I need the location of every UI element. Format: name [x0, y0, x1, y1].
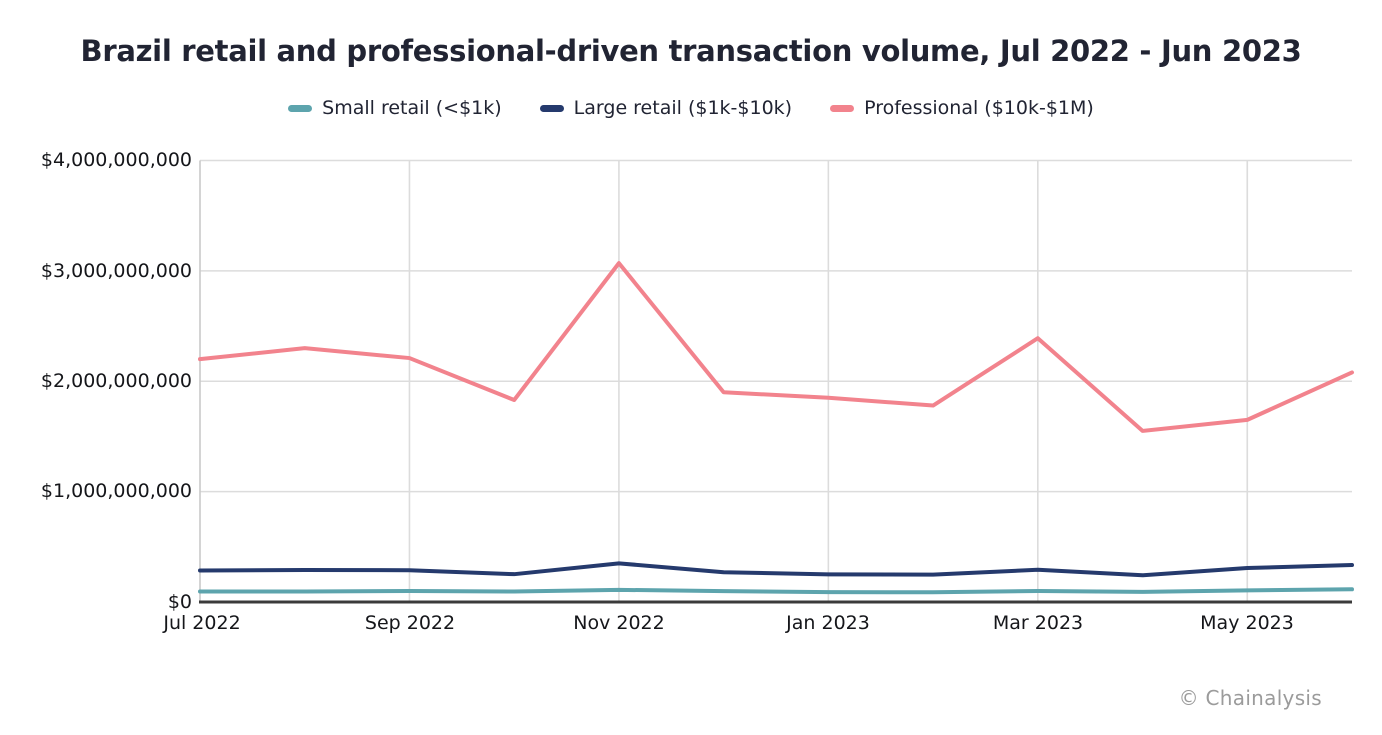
chainalysis-watermark: © Chainalysis: [1178, 686, 1322, 710]
chart-title: Brazil retail and professional-driven tr…: [80, 34, 1302, 68]
y-tick-label: $0: [167, 591, 192, 613]
legend-label-professional: Professional ($10k-$1M): [864, 97, 1094, 119]
y-tick-label: $2,000,000,000: [40, 370, 192, 392]
y-tick-label: $3,000,000,000: [40, 260, 192, 282]
professional-swatch-icon: [830, 104, 855, 112]
x-tick-label: May 2023: [1200, 612, 1294, 634]
x-tick-label: Jul 2022: [163, 612, 241, 634]
legend-item-professional: Professional ($10k-$1M): [830, 97, 1094, 119]
legend-item-large-retail: Large retail ($1k-$10k): [539, 97, 793, 119]
x-tick-label: Nov 2022: [573, 612, 665, 634]
x-tick-label: Sep 2022: [364, 612, 456, 634]
y-axis-labels: $0 $1,000,000,000 $2,000,000,000 $3,000,…: [0, 0, 192, 735]
legend-item-small-retail: Small retail (<$1k): [288, 97, 502, 119]
x-tick-label: Mar 2023: [992, 612, 1084, 634]
large-retail-swatch-icon: [539, 104, 564, 112]
small-retail-swatch-icon: [288, 104, 313, 112]
y-tick-label: $1,000,000,000: [40, 480, 192, 502]
y-tick-label: $4,000,000,000: [40, 149, 192, 171]
legend: Small retail (<$1k) Large retail ($1k-$1…: [0, 97, 1382, 119]
x-tick-label: Jan 2023: [786, 612, 870, 634]
legend-label-large-retail: Large retail ($1k-$10k): [573, 97, 793, 119]
legend-label-small-retail: Small retail (<$1k): [322, 97, 502, 119]
